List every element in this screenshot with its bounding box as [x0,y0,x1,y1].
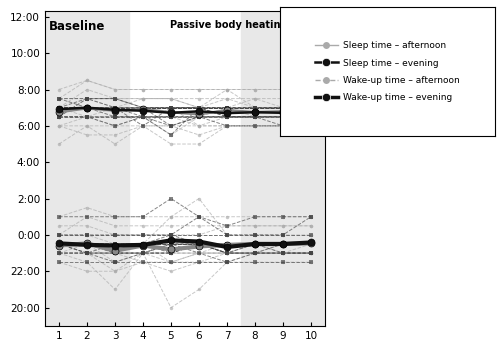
Legend: Sleep time – afternoon, Sleep time – evening, Wake-up time – afternoon, Wake-up : Sleep time – afternoon, Sleep time – eve… [310,37,464,106]
Text: Baseline: Baseline [49,20,106,33]
Bar [45,11,129,326]
Text: Passive body heating (PBH): Passive body heating (PBH) [170,20,322,30]
Bar [241,11,325,326]
